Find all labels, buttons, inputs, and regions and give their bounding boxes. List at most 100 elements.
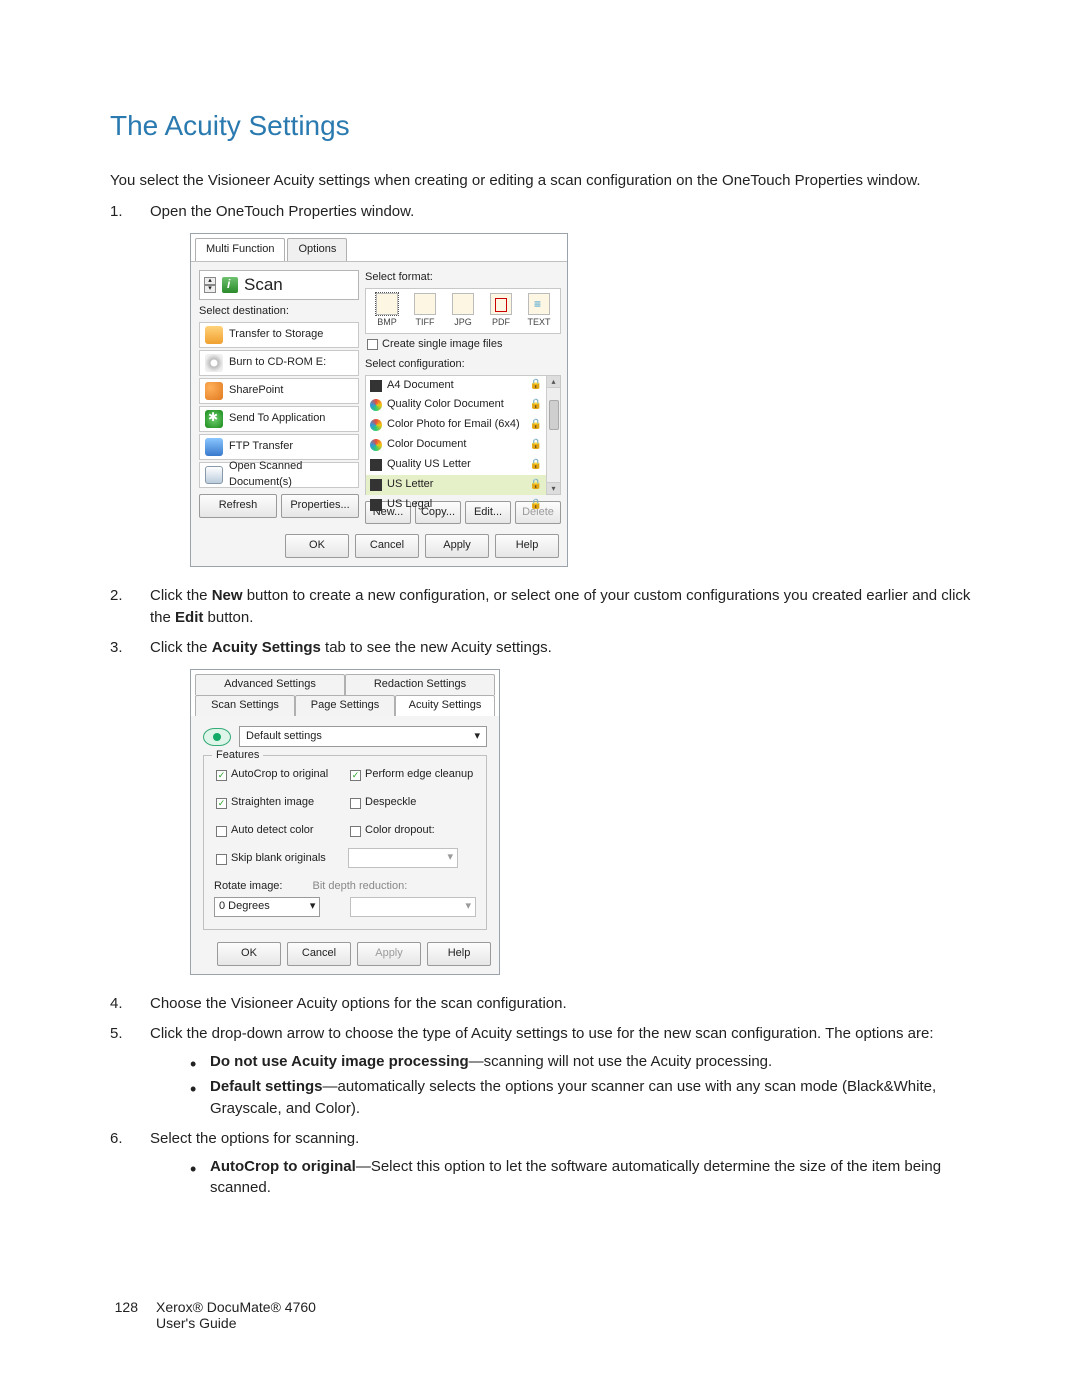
format-pdf[interactable]: PDF — [484, 293, 518, 329]
format-jpg[interactable]: JPG — [446, 293, 480, 329]
tab-page-settings[interactable]: Page Settings — [295, 695, 395, 716]
chk-auto-detect-color[interactable]: Auto detect color — [216, 823, 342, 839]
chk-despeckle[interactable]: Despeckle — [350, 795, 476, 811]
opt-do-not-use: Do not use Acuity image processing—scann… — [190, 1051, 980, 1073]
step-1: Open the OneTouch Properties window. Mul… — [110, 201, 980, 567]
footer-line-1: Xerox® DocuMate® 4760 — [156, 1299, 316, 1315]
sharepoint-icon — [205, 382, 223, 400]
rotate-image-label: Rotate image: — [214, 879, 282, 895]
dest-burn-to-cd[interactable]: Burn to CD-ROM E: — [199, 350, 359, 376]
configuration-list[interactable]: A4 Document🔒 Quality Color Document🔒 Col… — [365, 375, 561, 495]
chk-straighten[interactable]: ✓Straighten image — [216, 795, 342, 811]
chk-skip-blank[interactable]: Skip blank originals — [216, 851, 342, 867]
lock-icon: 🔒 — [530, 458, 542, 473]
spin-up-icon[interactable]: ▴ — [204, 277, 216, 285]
spin-down-icon[interactable]: ▾ — [204, 285, 216, 293]
chk-color-dropout[interactable]: Color dropout: — [350, 823, 476, 839]
cfg-quality-color[interactable]: Quality Color Document🔒 — [366, 395, 546, 415]
storage-icon — [205, 326, 223, 344]
tab-options[interactable]: Options — [287, 238, 347, 261]
cd-icon — [205, 354, 223, 372]
help-button[interactable]: Help — [427, 942, 491, 966]
step-4: Choose the Visioneer Acuity options for … — [110, 993, 980, 1015]
select-format-label: Select format: — [365, 270, 561, 286]
lock-icon: 🔒 — [530, 478, 542, 493]
intro-paragraph: You select the Visioneer Acuity settings… — [110, 170, 980, 191]
page-footer: 128 Xerox® DocuMate® 4760 User's Guide — [110, 1299, 980, 1331]
bit-depth-select: ▾ — [350, 897, 476, 917]
dest-send-to-application[interactable]: Send To Application — [199, 406, 359, 432]
dest-open-scanned[interactable]: Open Scanned Document(s) — [199, 462, 359, 488]
apply-button[interactable]: Apply — [357, 942, 421, 966]
format-bmp[interactable]: BMP — [370, 293, 404, 329]
properties-button[interactable]: Properties... — [281, 494, 359, 518]
dest-transfer-to-storage[interactable]: Transfer to Storage — [199, 322, 359, 348]
ok-button[interactable]: OK — [217, 942, 281, 966]
format-row: BMP TIFF JPG PDF TEXT — [365, 288, 561, 334]
pdf-icon — [490, 293, 512, 315]
scan-icon — [222, 277, 238, 293]
step-2: Click the New button to create a new con… — [110, 585, 980, 629]
tab-scan-settings[interactable]: Scan Settings — [195, 695, 295, 716]
scan-selector[interactable]: ▴▾ Scan — [199, 270, 359, 301]
cancel-button[interactable]: Cancel — [287, 942, 351, 966]
chevron-down-icon: ▾ — [310, 899, 316, 915]
bit-depth-label: Bit depth reduction: — [312, 879, 407, 895]
tab-advanced-settings[interactable]: Advanced Settings — [195, 674, 345, 695]
ok-button[interactable]: OK — [285, 534, 349, 558]
step-6: Select the options for scanning. AutoCro… — [110, 1128, 980, 1199]
tab-multi-function[interactable]: Multi Function — [195, 238, 285, 261]
lock-icon: 🔒 — [530, 498, 542, 513]
apply-button[interactable]: Apply — [425, 534, 489, 558]
select-destination-label: Select destination: — [199, 304, 359, 320]
application-icon — [205, 410, 223, 428]
format-text[interactable]: TEXT — [522, 293, 556, 329]
ftp-icon — [205, 438, 223, 456]
scroll-down-icon[interactable]: ▾ — [547, 482, 560, 494]
opt-default-settings: Default settings—automatically selects t… — [190, 1076, 980, 1120]
scan-label: Scan — [244, 273, 283, 298]
rotate-image-select[interactable]: 0 Degrees▾ — [214, 897, 320, 917]
screenshot-acuity-settings: Advanced Settings Redaction Settings Sca… — [190, 669, 500, 975]
tiff-icon — [414, 293, 436, 315]
refresh-button[interactable]: Refresh — [199, 494, 277, 518]
dest-sharepoint[interactable]: SharePoint — [199, 378, 359, 404]
lock-icon: 🔒 — [530, 438, 542, 453]
format-tiff[interactable]: TIFF — [408, 293, 442, 329]
tab-redaction-settings[interactable]: Redaction Settings — [345, 674, 495, 695]
bw-icon — [370, 499, 382, 511]
tab-acuity-settings[interactable]: Acuity Settings — [395, 695, 495, 716]
lock-icon: 🔒 — [530, 398, 542, 413]
color-dropout-select: ▾ — [348, 848, 458, 868]
chk-autocrop[interactable]: ✓AutoCrop to original — [216, 767, 342, 783]
cfg-us-letter[interactable]: US Letter🔒 — [366, 475, 546, 495]
bw-icon — [370, 459, 382, 471]
select-configuration-label: Select configuration: — [365, 357, 561, 373]
cancel-button[interactable]: Cancel — [355, 534, 419, 558]
acuity-mode-select[interactable]: Default settings▾ — [239, 726, 487, 748]
chevron-down-icon: ▾ — [474, 729, 480, 745]
footer-line-2: User's Guide — [156, 1315, 316, 1331]
cfg-us-legal[interactable]: US Legal🔒 — [366, 495, 546, 515]
cfg-color-photo-email[interactable]: Color Photo for Email (6x4)🔒 — [366, 415, 546, 435]
open-doc-icon — [205, 466, 223, 484]
features-label: Features — [212, 748, 263, 764]
scrollbar[interactable]: ▴▾ — [546, 376, 560, 494]
scroll-thumb[interactable] — [549, 400, 559, 430]
chk-edge-cleanup[interactable]: ✓Perform edge cleanup — [350, 767, 476, 783]
opt-autocrop: AutoCrop to original—Select this option … — [190, 1156, 980, 1200]
create-single-image-files-checkbox[interactable]: Create single image files — [367, 337, 561, 353]
bw-icon — [370, 479, 382, 491]
scroll-up-icon[interactable]: ▴ — [547, 376, 560, 388]
screenshot-onetouch-properties: Multi Function Options ▴▾ Scan Select de… — [190, 233, 568, 568]
page-title: The Acuity Settings — [110, 110, 980, 142]
chevron-down-icon: ▾ — [447, 850, 453, 866]
lock-icon: 🔒 — [530, 418, 542, 433]
cfg-color-document[interactable]: Color Document🔒 — [366, 435, 546, 455]
cfg-a4-document[interactable]: A4 Document🔒 — [366, 376, 546, 396]
help-button[interactable]: Help — [495, 534, 559, 558]
cfg-quality-us-letter[interactable]: Quality US Letter🔒 — [366, 455, 546, 475]
lock-icon: 🔒 — [530, 378, 542, 393]
step-5: Click the drop-down arrow to choose the … — [110, 1023, 980, 1120]
dest-ftp-transfer[interactable]: FTP Transfer — [199, 434, 359, 460]
